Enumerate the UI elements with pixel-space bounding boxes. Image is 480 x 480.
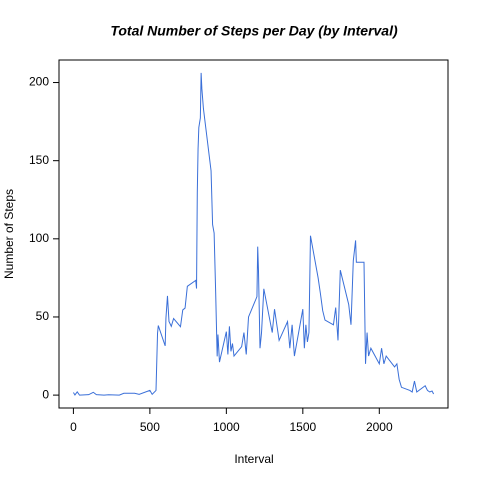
y-tick-label: 200 (29, 75, 49, 89)
x-tick-label: 0 (70, 420, 77, 434)
x-tick-label: 2000 (366, 420, 393, 434)
y-tick-label: 150 (29, 153, 49, 167)
x-tick-label: 1000 (213, 420, 240, 434)
plot-frame (58, 59, 449, 409)
chart-title: Total Number of Steps per Day (by Interv… (110, 23, 398, 39)
y-axis-label: Number of Steps (2, 189, 16, 279)
y-tick-label: 0 (42, 387, 49, 401)
y-tick-label: 100 (29, 231, 49, 245)
x-tick-label: 1500 (289, 420, 316, 434)
x-axis-label: Interval (234, 452, 273, 466)
x-tick-label: 500 (140, 420, 160, 434)
y-tick-label: 50 (36, 309, 50, 323)
data-line (72, 72, 435, 396)
